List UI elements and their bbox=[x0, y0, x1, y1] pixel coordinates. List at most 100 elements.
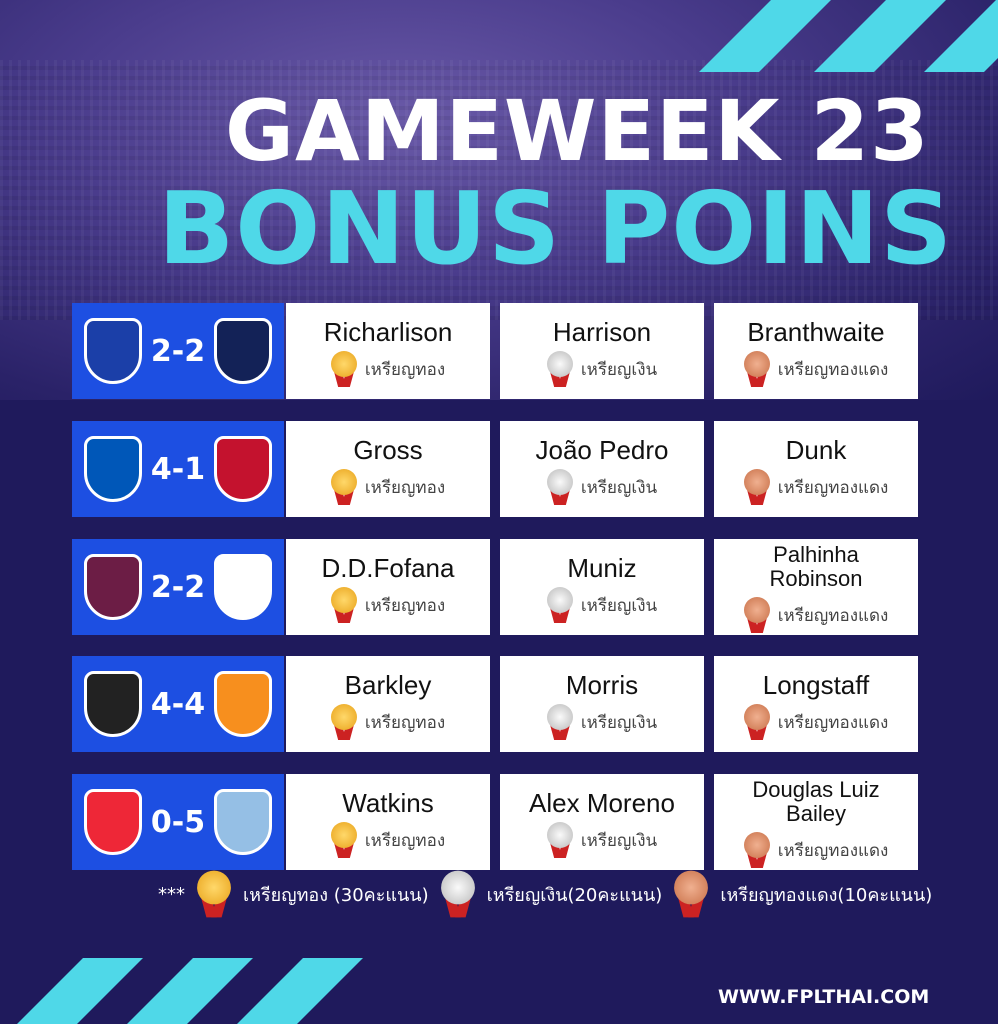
match-score: 4-4 bbox=[150, 686, 206, 722]
sheffield-united-crest-icon bbox=[84, 789, 143, 855]
fulham-crest-icon bbox=[213, 554, 272, 620]
burnley-crest-icon bbox=[84, 554, 143, 620]
medal-label: เหรียญทอง bbox=[364, 830, 446, 851]
medal-label: เหรียญเงิน bbox=[580, 595, 658, 616]
match-result: 4-1 bbox=[72, 421, 284, 517]
bronze-player-card: Longstaff เหรียญทองแดง bbox=[714, 656, 918, 752]
player-name: Palhinha Robinson bbox=[769, 542, 863, 591]
player-name: Gross bbox=[353, 435, 423, 465]
medal-label: เหรียญทอง bbox=[364, 359, 446, 380]
silver-player-card: Morris เหรียญเงิน bbox=[500, 656, 704, 752]
medal-label: เหรียญทองแดง bbox=[777, 359, 889, 380]
luton-crest-icon bbox=[213, 671, 272, 737]
tottenham-crest-icon bbox=[213, 318, 272, 384]
medal-label: เหรียญทองแดง bbox=[777, 840, 889, 861]
title-gameweek: GAMEWEEK 23 bbox=[225, 82, 930, 180]
match-row: 0-5 Watkins เหรียญทอง Alex Moreno เหรียญ… bbox=[72, 774, 930, 870]
match-result: 4-4 bbox=[72, 656, 284, 752]
match-row: 2-2 Richarlison เหรียญทอง Harrison เหรีย… bbox=[72, 303, 930, 399]
medal-label: เหรียญเงิน bbox=[580, 477, 658, 498]
gold-medal-icon bbox=[330, 587, 357, 623]
silver-player-card: Muniz เหรียญเงิน bbox=[500, 539, 704, 635]
silver-medal-icon bbox=[546, 587, 573, 623]
crowd-texture bbox=[0, 60, 998, 320]
silver-player-card: Alex Moreno เหรียญเงิน bbox=[500, 774, 704, 870]
player-name: Harrison bbox=[552, 317, 652, 347]
bronze-player-card: Palhinha Robinson เหรียญทองแดง bbox=[714, 539, 918, 635]
silver-medal-icon bbox=[546, 822, 573, 858]
website-url[interactable]: WWW.FPLTHAI.COM bbox=[718, 986, 930, 1008]
silver-medal-icon bbox=[440, 870, 475, 918]
medal-label: เหรียญทองแดง bbox=[777, 477, 889, 498]
aston-villa-crest-icon bbox=[213, 789, 272, 855]
match-row: 4-1 Gross เหรียญทอง João Pedro เหรียญเงิ… bbox=[72, 421, 930, 517]
legend-bronze: เหรียญทองแดง(10คะแนน) bbox=[720, 884, 933, 906]
bronze-medal-icon bbox=[674, 870, 709, 918]
silver-medal-icon bbox=[546, 351, 573, 387]
everton-crest-icon bbox=[84, 318, 143, 384]
match-result: 2-2 bbox=[72, 303, 284, 399]
player-name: Morris bbox=[565, 670, 639, 700]
medal-label: เหรียญทอง bbox=[364, 477, 446, 498]
player-name: Barkley bbox=[344, 670, 432, 700]
match-result: 2-2 bbox=[72, 539, 284, 635]
brighton-crest-icon bbox=[84, 436, 143, 502]
accent-stripe bbox=[127, 958, 253, 1024]
player-name: João Pedro bbox=[535, 435, 669, 465]
match-score: 4-1 bbox=[150, 451, 206, 487]
gold-player-card: Watkins เหรียญทอง bbox=[286, 774, 490, 870]
player-name: Richarlison bbox=[323, 317, 453, 347]
match-score: 2-2 bbox=[150, 569, 206, 605]
silver-player-card: Harrison เหรียญเงิน bbox=[500, 303, 704, 399]
legend-prefix: *** bbox=[158, 883, 185, 905]
match-row: 4-4 Barkley เหรียญทอง Morris เหรียญเงิน … bbox=[72, 656, 930, 752]
accent-stripe bbox=[237, 958, 363, 1024]
match-row: 2-2 D.D.Fofana เหรียญทอง Muniz เหรียญเงิ… bbox=[72, 539, 930, 635]
silver-player-card: João Pedro เหรียญเงิน bbox=[500, 421, 704, 517]
bronze-player-card: Douglas Luiz Bailey เหรียญทองแดง bbox=[714, 774, 918, 870]
gold-medal-icon bbox=[330, 469, 357, 505]
bronze-medal-icon bbox=[743, 832, 770, 868]
legend: *** เหรียญทอง (30คะแนน) เหรียญเงิน(20คะแ… bbox=[158, 870, 933, 918]
player-name: Alex Moreno bbox=[529, 788, 675, 818]
legend-silver: เหรียญเงิน(20คะแนน) bbox=[486, 884, 663, 906]
gold-medal-icon bbox=[197, 870, 231, 918]
accent-stripe bbox=[17, 958, 143, 1024]
player-name: Longstaff bbox=[762, 670, 870, 700]
player-name: Branthwaite bbox=[747, 317, 885, 347]
player-name: D.D.Fofana bbox=[321, 553, 455, 583]
bronze-medal-icon bbox=[743, 469, 770, 505]
medal-label: เหรียญทอง bbox=[364, 712, 446, 733]
bronze-player-card: Branthwaite เหรียญทองแดง bbox=[714, 303, 918, 399]
gold-player-card: Gross เหรียญทอง bbox=[286, 421, 490, 517]
gold-player-card: Barkley เหรียญทอง bbox=[286, 656, 490, 752]
silver-medal-icon bbox=[546, 704, 573, 740]
bronze-player-card: Dunk เหรียญทองแดง bbox=[714, 421, 918, 517]
gold-medal-icon bbox=[330, 351, 357, 387]
bronze-medal-icon bbox=[743, 597, 770, 633]
medal-label: เหรียญทอง bbox=[364, 595, 446, 616]
gold-player-card: D.D.Fofana เหรียญทอง bbox=[286, 539, 490, 635]
match-score: 0-5 bbox=[150, 804, 206, 840]
newcastle-crest-icon bbox=[84, 671, 143, 737]
gold-medal-icon bbox=[330, 704, 357, 740]
medal-label: เหรียญเงิน bbox=[580, 830, 658, 851]
player-name: Watkins bbox=[342, 788, 434, 818]
match-result: 0-5 bbox=[72, 774, 284, 870]
medal-label: เหรียญเงิน bbox=[580, 359, 658, 380]
medal-label: เหรียญเงิน bbox=[580, 712, 658, 733]
gold-player-card: Richarlison เหรียญทอง bbox=[286, 303, 490, 399]
silver-medal-icon bbox=[546, 469, 573, 505]
crystal-palace-crest-icon bbox=[213, 436, 272, 502]
gold-medal-icon bbox=[330, 822, 357, 858]
bronze-medal-icon bbox=[743, 351, 770, 387]
player-name: Dunk bbox=[785, 435, 847, 465]
bronze-medal-icon bbox=[743, 704, 770, 740]
legend-gold: เหรียญทอง (30คะแนน) bbox=[243, 884, 429, 906]
medal-label: เหรียญทองแดง bbox=[777, 712, 889, 733]
title-bonus-points: BONUS POINS bbox=[158, 170, 954, 287]
player-name: Douglas Luiz Bailey bbox=[752, 777, 880, 826]
medal-label: เหรียญทองแดง bbox=[777, 605, 889, 626]
player-name: Muniz bbox=[567, 553, 637, 583]
match-score: 2-2 bbox=[150, 333, 206, 369]
